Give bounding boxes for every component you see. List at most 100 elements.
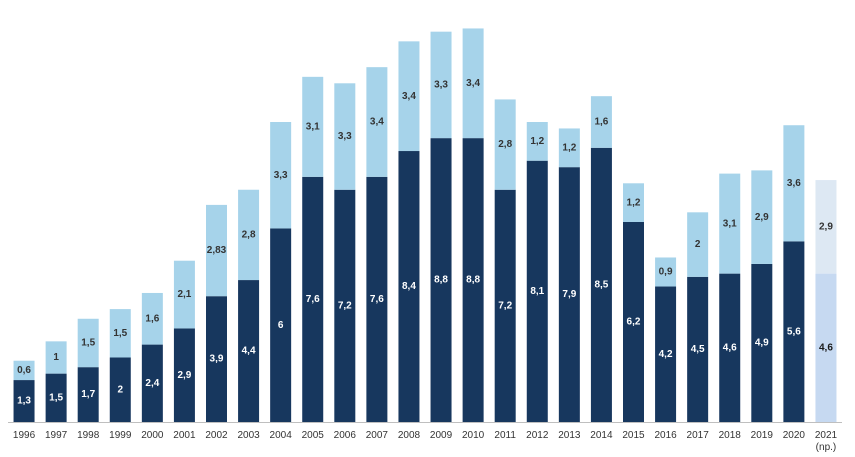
data-label-2: 2,83 bbox=[207, 245, 227, 256]
bar-segment-2-2015 bbox=[623, 183, 644, 222]
bar-segment-1-2016 bbox=[655, 286, 677, 422]
data-label-2: 3,1 bbox=[723, 218, 737, 229]
data-label-2: 0,9 bbox=[659, 267, 673, 278]
bar-segment-1-1999 bbox=[109, 357, 131, 422]
bar-segment-2-2006 bbox=[334, 83, 356, 190]
x-tick-label: 2017 bbox=[687, 430, 710, 441]
data-label-2: 1,2 bbox=[627, 197, 641, 208]
data-label-2: 2,9 bbox=[819, 221, 833, 232]
data-label-1: 6,2 bbox=[627, 317, 641, 328]
x-tick-label: 2018 bbox=[719, 430, 742, 441]
data-label-2: 1,6 bbox=[594, 117, 608, 128]
bar-segment-1-2013 bbox=[558, 167, 580, 422]
bar-segment-2-1996 bbox=[13, 360, 35, 381]
bar-segment-1-2015 bbox=[623, 222, 644, 422]
data-label-2: 1,5 bbox=[113, 328, 127, 339]
x-tick-label: 2006 bbox=[334, 430, 357, 441]
data-label-2: 3,4 bbox=[466, 78, 480, 89]
data-label-1: 7,6 bbox=[370, 294, 384, 305]
bar-segment-1-2010 bbox=[462, 138, 484, 422]
bar-segment-1-1996 bbox=[13, 380, 35, 422]
bar-segment-1-2009 bbox=[430, 138, 452, 422]
data-label-1: 1,3 bbox=[17, 396, 31, 407]
bar-segment-1-2004 bbox=[270, 228, 292, 422]
data-label-2: 2 bbox=[695, 239, 701, 250]
data-label-1: 2 bbox=[117, 384, 123, 395]
bar-segment-2-2020 bbox=[783, 125, 805, 242]
bar-segment-1-2008 bbox=[398, 151, 420, 422]
bar-segment-1-1998 bbox=[77, 367, 99, 422]
data-label-1: 1,7 bbox=[81, 389, 95, 400]
data-label-2: 1 bbox=[53, 352, 59, 363]
data-label-2: 3,6 bbox=[787, 178, 801, 189]
data-label-1: 4,9 bbox=[755, 338, 769, 349]
data-label-1: 3,9 bbox=[210, 354, 224, 365]
value-labels-group: 1,3 0,6 1,5 1 1,7 1,5 2 1,5 2,4 1,6 2,9 2,1 3,9 2,83 4… bbox=[17, 78, 833, 407]
data-label-1: 1,5 bbox=[49, 392, 63, 403]
bar-segment-2-2005 bbox=[302, 76, 324, 177]
x-tick-label: 1999 bbox=[109, 430, 132, 441]
bar-segment-2-2017 bbox=[687, 212, 709, 277]
x-tick-label: 1996 bbox=[13, 430, 36, 441]
x-tick-label: 2015 bbox=[622, 430, 645, 441]
bar-segment-2-2021-np- bbox=[815, 180, 837, 274]
bar-segment-2-2003 bbox=[238, 189, 260, 281]
data-label-1: 7,9 bbox=[562, 289, 576, 300]
bar-segment-2-2018 bbox=[719, 173, 741, 274]
data-label-2: 2,9 bbox=[755, 212, 769, 223]
bar-segment-1-2020 bbox=[783, 241, 805, 422]
data-label-1: 2,9 bbox=[177, 370, 191, 381]
bars-group bbox=[13, 28, 837, 422]
bar-segment-1-2007 bbox=[366, 176, 388, 422]
x-tick-label: 2007 bbox=[366, 430, 389, 441]
bar-segment-2-2001 bbox=[173, 260, 195, 329]
bar-segment-2-2000 bbox=[141, 292, 163, 345]
x-tick-label: 2000 bbox=[141, 430, 164, 441]
data-label-1: 4,5 bbox=[691, 344, 705, 355]
bar-segment-2-2002 bbox=[206, 204, 227, 297]
x-tick-label: 2005 bbox=[302, 430, 325, 441]
bar-segment-2-2014 bbox=[590, 96, 612, 148]
bar-segment-2-2012 bbox=[526, 122, 548, 161]
x-tick-label: 2004 bbox=[270, 430, 293, 441]
x-tick-label: 2019 bbox=[751, 430, 774, 441]
bar-segment-2-1997 bbox=[45, 341, 67, 374]
bar-segment-2-2007 bbox=[366, 67, 388, 177]
bar-segment-1-2000 bbox=[141, 344, 163, 422]
x-tick-label: 2012 bbox=[526, 430, 549, 441]
bar-segment-1-2006 bbox=[334, 189, 356, 422]
data-label-1: 8,4 bbox=[402, 281, 416, 292]
data-label-1: 5,6 bbox=[787, 326, 801, 337]
x-tick-label: 2008 bbox=[398, 430, 421, 441]
data-label-2: 3,3 bbox=[274, 170, 288, 181]
bar-segment-2-2019 bbox=[751, 170, 773, 264]
bar-segment-1-2018 bbox=[719, 273, 741, 422]
data-label-1: 8,5 bbox=[594, 280, 608, 291]
x-tick-label: 1998 bbox=[77, 430, 100, 441]
bar-segment-1-2021-np- bbox=[815, 273, 837, 422]
x-tick-label: 1997 bbox=[45, 430, 68, 441]
data-label-2: 1,6 bbox=[145, 313, 159, 324]
data-label-2: 0,6 bbox=[17, 365, 31, 376]
bar-segment-2-2013 bbox=[558, 128, 580, 168]
x-tick-label: 2011 bbox=[494, 430, 516, 441]
bar-segment-1-2005 bbox=[302, 176, 324, 422]
data-label-1: 7,2 bbox=[498, 301, 512, 312]
data-label-2: 2,8 bbox=[242, 230, 256, 241]
bar-segment-2-1998 bbox=[77, 318, 99, 368]
data-label-2: 3,1 bbox=[306, 121, 320, 132]
bar-segment-2-2009 bbox=[430, 31, 452, 139]
data-label-2: 3,4 bbox=[370, 117, 384, 128]
bar-segment-1-2019 bbox=[751, 263, 773, 422]
data-label-1: 6 bbox=[278, 320, 284, 331]
bar-segment-2-2004 bbox=[270, 122, 292, 229]
bar-segment-2-2011 bbox=[494, 99, 516, 190]
x-tick-label: 2009 bbox=[430, 430, 453, 441]
x-tick-labels-group: 1996 1997 1998 1999 2000 2001 2002 2003 2004 2005… bbox=[13, 430, 838, 453]
bar-segment-1-2011 bbox=[494, 189, 516, 422]
data-label-1: 8,8 bbox=[434, 275, 448, 286]
data-label-2: 3,3 bbox=[338, 131, 352, 142]
data-label-2: 3,3 bbox=[434, 80, 448, 91]
bar-segment-2-2008 bbox=[398, 41, 420, 152]
